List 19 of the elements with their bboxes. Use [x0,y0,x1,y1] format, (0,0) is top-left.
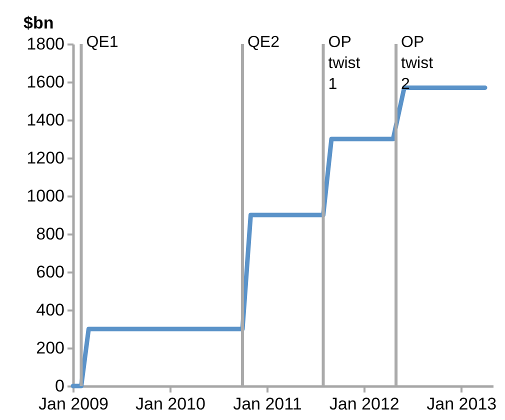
x-tick-label: Jan 2012 [329,394,400,414]
y-tick-label: 800 [36,224,64,244]
y-axis-title: $bn [24,14,54,32]
y-tick-label: 1800 [26,34,64,54]
x-tick-label: Jan 2010 [135,394,206,414]
x-tick-label: Jan 2013 [426,394,497,414]
y-tick-label: 400 [36,300,64,320]
y-tick-label: 0 [55,376,64,396]
ref-line-label: QE2 [247,34,280,51]
y-tick-label: 200 [36,338,64,358]
y-tick-label: 600 [36,262,64,282]
y-tick-label: 1400 [26,110,64,130]
x-tick-label: Jan 2009 [38,394,108,414]
ref-line-label: QE1 [86,34,118,51]
y-tick-label: 1000 [26,186,64,206]
y-tick-label: 1200 [26,148,64,168]
x-tick-label: Jan 2011 [233,394,302,414]
ref-line-label: OP twist 1 [328,34,361,93]
y-tick-label: 1600 [26,72,64,92]
